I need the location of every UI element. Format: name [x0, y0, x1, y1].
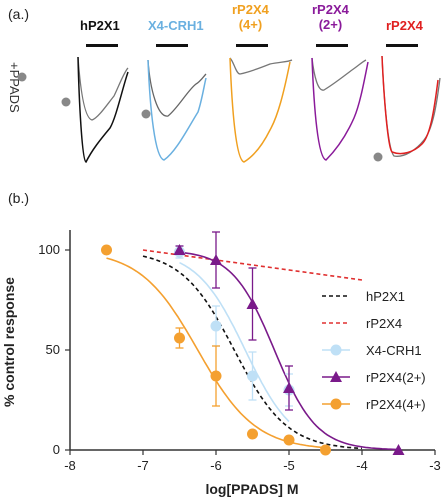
chart-legend: hP2X1 rP2X4 X4-CRH1 rP2X4(2+) rP2X4(4+): [322, 289, 426, 412]
x-tick-label: -4: [356, 458, 368, 473]
legend-marker: [330, 344, 342, 356]
trace-rp2x4-ppads: [381, 55, 441, 157]
ppads-marker-1: [17, 72, 27, 82]
trace-title-4: rP2X4 (2+): [312, 2, 349, 32]
x-tick-label: -6: [210, 458, 222, 473]
legend-label: rP2X4(4+): [366, 397, 426, 412]
trace-hp2x1: [77, 56, 129, 164]
trace-rp2x4-4-ppads: [229, 57, 293, 75]
data-point: [173, 244, 186, 255]
dose-response-chart: -8 -7 -6 -5 -4 -3 0 50 100 hP2X1 rP2X4 X4-CRH1 rP2X…: [1, 230, 441, 497]
data-point: [283, 434, 295, 446]
trace-x4crh1: [147, 59, 207, 161]
x-tick-label: -7: [137, 458, 149, 473]
legend-label: hP2X1: [366, 289, 405, 304]
y-tick-label: 50: [46, 342, 60, 357]
data-point: [101, 244, 112, 256]
legend-label: rP2X4: [366, 316, 402, 331]
data-point: [210, 254, 222, 265]
legend-label: X4-CRH1: [366, 343, 422, 358]
trace-rp2x4-2-ppads: [311, 57, 367, 91]
agonist-bar-5: [386, 44, 418, 47]
x-tick-label: -3: [429, 458, 441, 473]
chart-points: [101, 231, 405, 456]
x-tick-label: -5: [283, 458, 295, 473]
ppads-marker-2: [61, 97, 71, 107]
trace-title-3: rP2X4 (4+): [232, 2, 269, 32]
x-tick-label: -8: [64, 458, 76, 473]
trace-x4crh1-ppads: [147, 59, 207, 117]
data-point: [283, 382, 295, 393]
y-axis-label: % control response: [1, 277, 17, 407]
legend-marker: [330, 371, 342, 382]
data-point: [247, 428, 258, 440]
trace-rp2x4-2: [311, 57, 369, 161]
trace-title-1: hP2X1: [80, 18, 120, 33]
ppads-marker-3: [141, 109, 151, 119]
curve-2: [179, 261, 290, 423]
data-point: [392, 444, 405, 455]
panel-b-label: (b.): [8, 190, 29, 206]
agonist-bar-4: [316, 44, 348, 47]
trace-title-5: rP2X4: [386, 18, 423, 33]
data-point: [210, 370, 222, 382]
data-point: [210, 320, 222, 332]
legend-marker: [330, 398, 342, 410]
data-point: [320, 444, 331, 456]
x-axis-label: log[PPADS] M: [205, 481, 298, 497]
data-point: [246, 298, 259, 309]
data-point: [174, 332, 185, 344]
y-tick-label: 0: [53, 442, 60, 457]
legend-label: rP2X4(2+): [366, 370, 426, 385]
trace-title-2: X4-CRH1: [148, 18, 204, 33]
trace-rp2x4-4: [229, 57, 291, 163]
trace-rp2x4: [381, 55, 439, 155]
agonist-bar-3: [236, 44, 268, 47]
ppads-marker-4: [373, 152, 383, 162]
current-traces: [17, 44, 441, 164]
agonist-bar-1: [86, 44, 118, 47]
trace-hp2x1-ppads: [77, 56, 129, 121]
chart-axes: -8 -7 -6 -5 -4 -3 0 50 100: [38, 230, 441, 473]
data-point: [247, 370, 258, 382]
y-tick-label: 100: [38, 242, 60, 257]
agonist-bar-2: [156, 44, 188, 47]
panel-a-label: (a.): [8, 6, 29, 22]
